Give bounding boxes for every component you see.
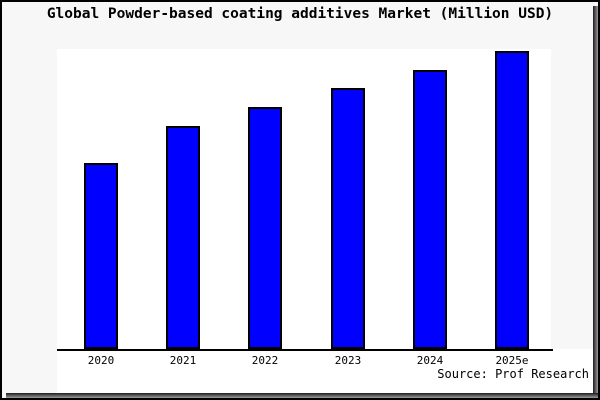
plot-area <box>57 49 551 349</box>
bar-2025e <box>495 51 529 349</box>
bar-2021 <box>166 126 200 349</box>
x-tick-label: 2023 <box>334 354 362 367</box>
bar-2022 <box>248 107 282 349</box>
x-tick-label: 2025e <box>495 354 529 367</box>
frame-bottom-bevel <box>6 393 598 398</box>
bar-2020 <box>84 163 118 349</box>
x-axis-line <box>57 349 553 351</box>
chart-title: Global Powder-based coating additives Ma… <box>46 6 554 22</box>
x-tick-label: 2020 <box>87 354 115 367</box>
x-axis-label-band <box>57 349 598 398</box>
x-tick-label: 2022 <box>251 354 279 367</box>
frame-right-bevel <box>593 6 598 398</box>
bar-2023 <box>331 88 365 349</box>
bar-2024 <box>413 70 447 349</box>
x-tick-label: 2021 <box>169 354 197 367</box>
x-tick-label: 2024 <box>416 354 444 367</box>
source-credit: Source: Prof Research <box>437 367 589 381</box>
